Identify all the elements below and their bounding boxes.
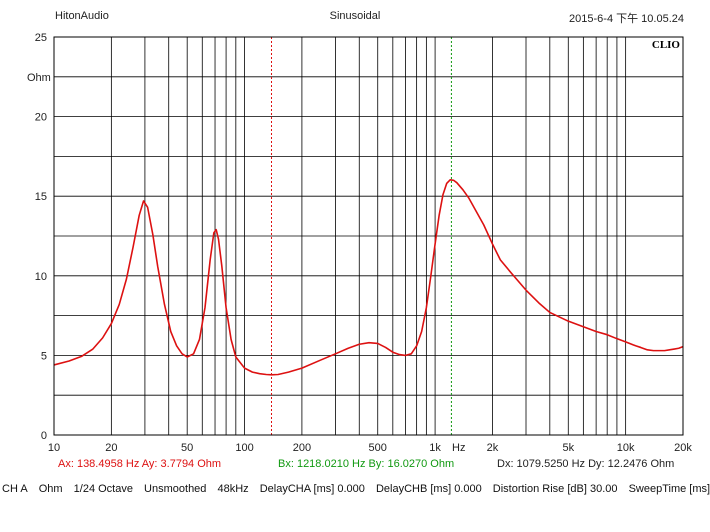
x-tick-labels: 10 20 50 100 200 500 1k 2k 5k 10k 20k [48, 442, 692, 454]
header-left: HitonAudio [55, 10, 109, 22]
impedance-series-line [53, 179, 684, 376]
x-tick-label: 2k [487, 442, 499, 454]
chart-grid [54, 37, 683, 435]
x-tick-label: 200 [293, 442, 311, 454]
cursor-a-readout: Ax: 138.4958 Hz Ay: 3.7794 Ohm [58, 458, 222, 470]
y-tick-label: 15 [35, 191, 47, 203]
x-tick-label: 10k [617, 442, 635, 454]
status-delay-chb: DelayCHB [ms] 0.000 [375, 483, 482, 495]
x-tick-label: 5k [562, 442, 574, 454]
status-sweep-time: SweepTime [ms] 0.0 [628, 483, 710, 495]
status-smoothing: Unsmoothed [144, 483, 207, 495]
status-samplerate: 48kHz [217, 483, 249, 495]
cursor-b-readout: Bx: 1218.0210 Hz By: 16.0270 Ohm [278, 458, 455, 470]
status-bar: CH A Ohm 1/24 Octave Unsmoothed 48kHz De… [2, 483, 710, 495]
y-tick-labels: 0 5 10 15 20 25 [35, 32, 47, 442]
header-right: 2015-6-4 下午 10.05.24 [569, 13, 684, 25]
y-tick-label: 20 [35, 112, 47, 124]
x-tick-label: 1k [429, 442, 441, 454]
status-delay-cha: DelayCHA [ms] 0.000 [259, 483, 365, 495]
status-channel: CH A [2, 483, 28, 495]
x-tick-label: 50 [181, 442, 193, 454]
x-axis-unit: Hz [452, 442, 465, 454]
x-tick-label: 20 [105, 442, 117, 454]
cursor-delta-readout: Dx: 1079.5250 Hz Dy: 12.2476 Ohm [497, 458, 675, 470]
x-tick-label: 100 [235, 442, 253, 454]
plot-frame [53, 36, 684, 436]
status-resolution: 1/24 Octave [73, 483, 133, 495]
y-tick-label: 10 [35, 271, 47, 283]
header-center: Sinusoidal [329, 10, 381, 22]
y-tick-label: 0 [41, 430, 47, 442]
y-tick-label: 5 [41, 350, 47, 362]
y-axis-unit: Ohm [27, 72, 51, 84]
chart-curve-layer [53, 179, 684, 376]
y-tick-label: 25 [35, 32, 47, 44]
brand-label: CLIO [652, 39, 681, 51]
status-unit: Ohm [38, 483, 63, 495]
status-distortion-rise: Distortion Rise [dB] 30.00 [492, 483, 618, 495]
x-tick-label: 10 [48, 442, 60, 454]
x-tick-label: 500 [369, 442, 387, 454]
x-tick-label: 20k [674, 442, 692, 454]
